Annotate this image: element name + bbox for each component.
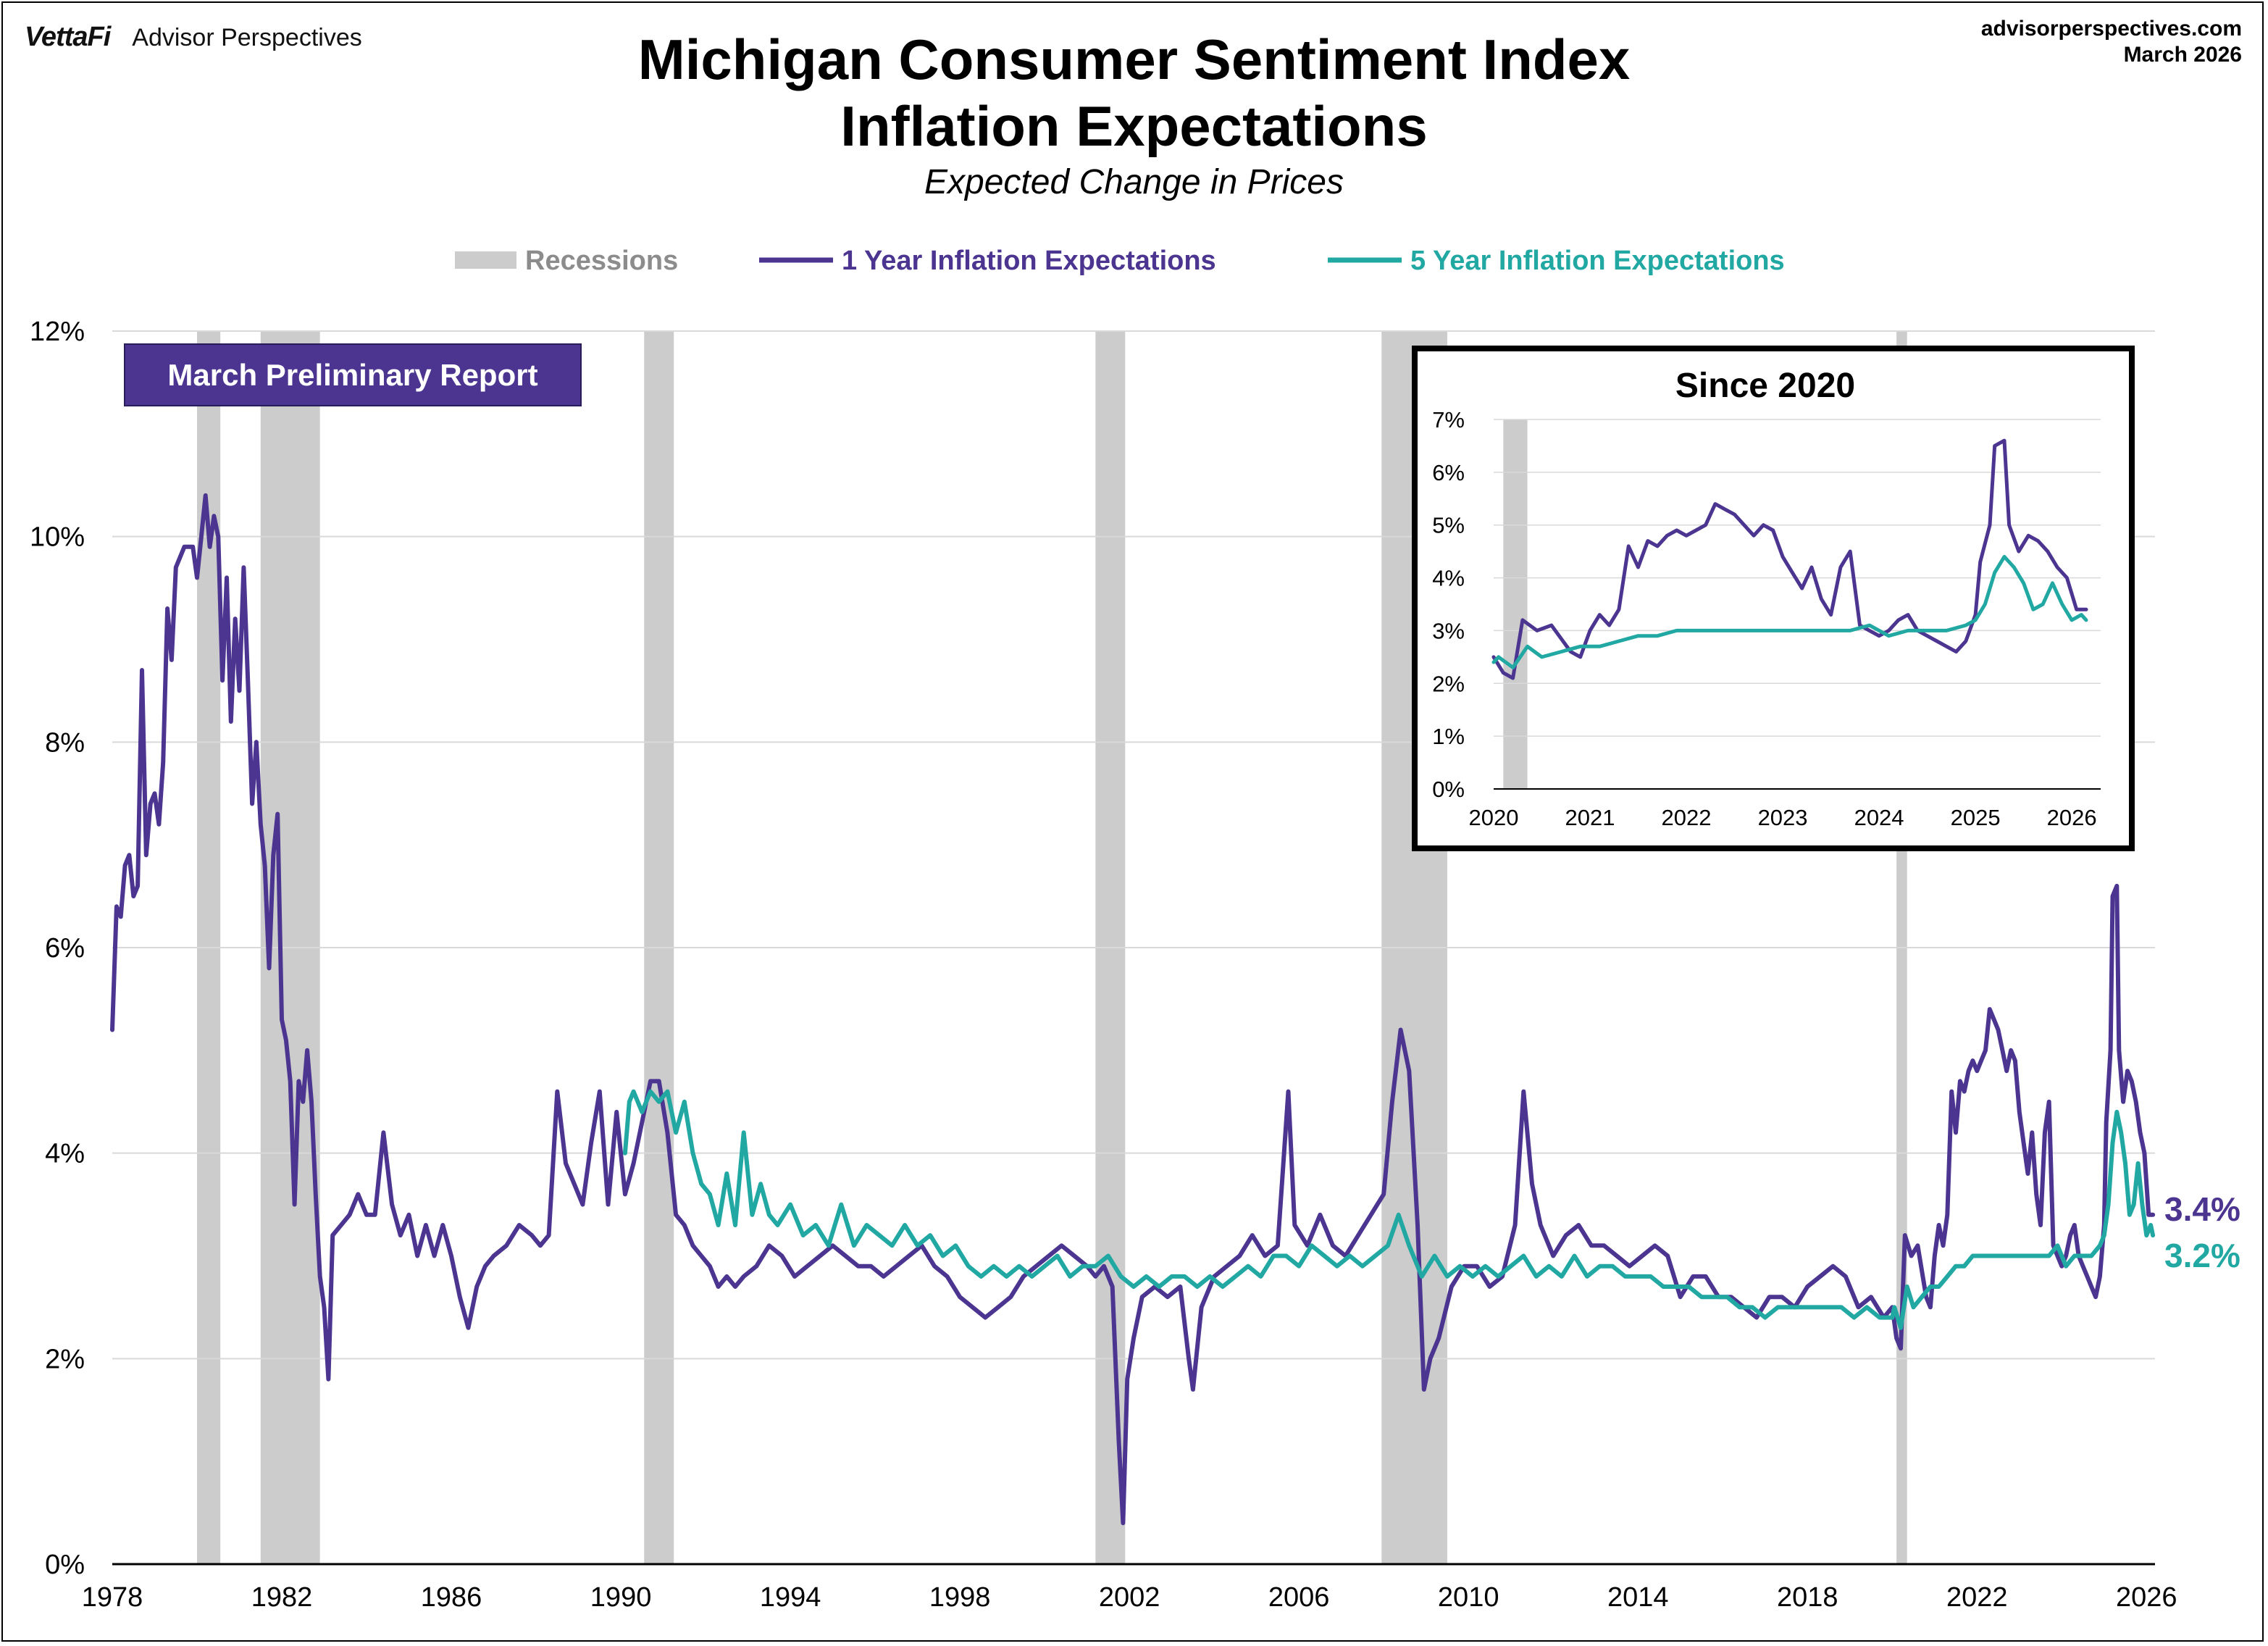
one-year-series-line (1491, 438, 2088, 680)
end-labels: 3.4% 3.2% (2164, 1190, 2240, 1274)
x-tick-label: 1998 (929, 1582, 991, 1613)
title-block: Michigan Consumer Sentiment Index Inflat… (0, 26, 2268, 206)
x-tick-label: 2002 (1099, 1582, 1160, 1613)
x-tick-label: 1982 (251, 1582, 313, 1613)
x-tick-label: 2026 (2047, 805, 2097, 830)
y-tick-label: 2% (45, 1344, 85, 1374)
x-tick-label: 2024 (1854, 805, 1904, 830)
chart-title-line1: Michigan Consumer Sentiment Index (637, 28, 1631, 91)
inset-title: Since 2020 (1675, 367, 1855, 405)
y-axis-ticks: 0% 2% 4% 6% 8% 10% 12% (30, 317, 85, 1580)
series-lines (110, 493, 2156, 1526)
source-block: advisorperspectives.com March 2026 (1981, 16, 2242, 68)
inset-x-axis-ticks: 2020 2021 2022 2023 2024 2025 2026 (1469, 805, 2097, 830)
x-tick-label: 2023 (1758, 805, 1808, 830)
x-tick-label: 2010 (1438, 1582, 1499, 1613)
end-label-one-year: 3.4% (2164, 1190, 2240, 1228)
y-tick-label: 0% (1432, 777, 1465, 802)
legend: Recessions 1 Year Inflation Expectations… (455, 246, 1785, 276)
x-tick-label: 1978 (82, 1582, 143, 1613)
x-tick-label: 1994 (760, 1582, 821, 1613)
legend-label-recessions: Recessions (525, 246, 678, 276)
y-tick-label: 6% (45, 933, 85, 964)
chart-title-line2: Inflation Expectations (840, 94, 1428, 158)
inset-frame (1412, 346, 2135, 851)
legend-swatch-recessions (455, 251, 516, 269)
vettafi-logo: VettaFi (25, 22, 111, 52)
inset-recession-bands (1503, 419, 1528, 789)
recession-band-0 (1503, 419, 1528, 789)
inset-y-axis-ticks: 0% 1% 2% 3% 4% 5% 6% 7% (1432, 407, 1465, 802)
inset-series-lines (1491, 438, 2088, 680)
x-tick-label: 1990 (590, 1582, 652, 1613)
y-tick-label: 7% (1432, 407, 1465, 433)
y-tick-label: 5% (1432, 513, 1465, 538)
y-tick-label: 12% (30, 317, 85, 347)
x-axis-ticks: 1978 1982 1986 1990 1994 1998 2002 2006 2010 2014… (82, 1582, 2177, 1613)
chart-subtitle: Expected Change in Prices (924, 163, 1344, 201)
source-date: March 2026 (2123, 43, 2242, 67)
legend-label-one-year: 1 Year Inflation Expectations (842, 246, 1216, 276)
y-tick-label: 2% (1432, 671, 1465, 696)
x-tick-label: 2022 (1662, 805, 1712, 830)
brand-subtitle: Advisor Perspectives (132, 24, 362, 51)
y-tick-label: 3% (1432, 618, 1465, 643)
y-tick-label: 1% (1432, 724, 1465, 749)
legend-label-five-year: 5 Year Inflation Expectations (1410, 246, 1785, 276)
source-site: advisorperspectives.com (1980, 17, 2242, 41)
x-tick-label: 2021 (1565, 805, 1615, 830)
y-tick-label: 8% (45, 727, 85, 758)
y-tick-label: 4% (45, 1139, 85, 1169)
five-year-series-line (622, 1089, 2156, 1330)
report-badge-bg (124, 343, 582, 406)
end-label-five-year: 3.2% (2164, 1237, 2240, 1274)
brand: VettaFi Advisor Perspectives (25, 22, 362, 53)
one-year-series-line (110, 493, 2156, 1526)
y-tick-label: 4% (1432, 566, 1465, 591)
x-tick-label: 1986 (421, 1582, 482, 1613)
x-tick-label: 2006 (1268, 1582, 1330, 1613)
y-tick-label: 6% (1432, 460, 1465, 485)
x-tick-label: 2020 (1469, 805, 1519, 830)
y-tick-label: 10% (30, 522, 85, 553)
inset-chart: Since 2020 0% 1% 2% 3% 4% 5% 6% 7% 2020 2021 2022… (1412, 346, 2135, 851)
x-tick-label: 2025 (1951, 805, 2001, 830)
x-tick-label: 2022 (1946, 1582, 2008, 1613)
x-tick-label: 2014 (1607, 1582, 1669, 1613)
report-badge-label: March Preliminary Report (167, 358, 537, 392)
report-badge: March Preliminary Report (124, 343, 582, 406)
x-tick-label: 2026 (2116, 1582, 2177, 1613)
y-tick-label: 0% (45, 1550, 85, 1580)
x-tick-label: 2018 (1777, 1582, 1838, 1613)
five-year-series-line (1491, 554, 2088, 669)
